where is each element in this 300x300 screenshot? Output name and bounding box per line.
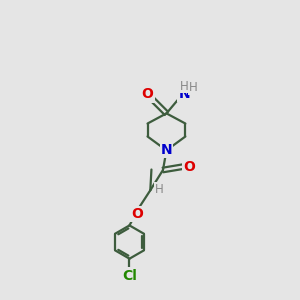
Text: Cl: Cl	[122, 268, 137, 283]
Text: O: O	[131, 207, 143, 221]
Text: O: O	[142, 87, 153, 101]
Text: O: O	[183, 160, 195, 173]
Text: N: N	[160, 143, 172, 157]
Text: H: H	[180, 80, 189, 92]
Text: N: N	[178, 87, 190, 101]
Text: H: H	[188, 81, 197, 94]
Text: H: H	[155, 183, 164, 196]
